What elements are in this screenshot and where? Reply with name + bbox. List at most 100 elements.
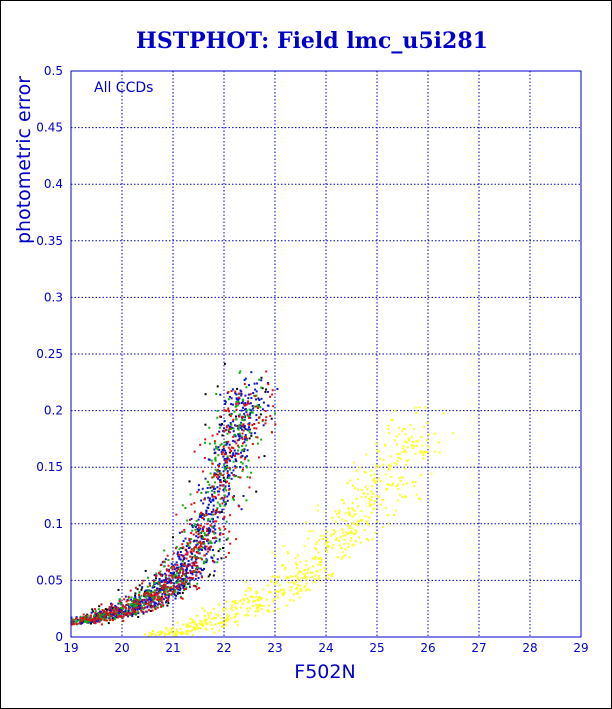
data-point-blue bbox=[218, 430, 221, 433]
data-point-yellow bbox=[367, 539, 370, 542]
data-point-black bbox=[220, 557, 223, 560]
data-point-yellow bbox=[235, 607, 238, 610]
data-point-green bbox=[165, 587, 167, 590]
data-point-yellow bbox=[424, 406, 427, 409]
data-point-red bbox=[189, 518, 191, 521]
data-point-red bbox=[206, 538, 209, 541]
data-point-red bbox=[197, 526, 200, 529]
data-point-yellow bbox=[295, 580, 298, 583]
data-point-red bbox=[161, 601, 163, 604]
data-point-red bbox=[227, 391, 230, 394]
data-point-red bbox=[235, 424, 238, 427]
data-point-blue bbox=[223, 458, 226, 460]
data-point-yellow bbox=[307, 567, 310, 570]
data-point-yellow bbox=[189, 621, 192, 624]
data-point-green bbox=[209, 540, 212, 543]
data-point-red bbox=[202, 470, 204, 473]
data-point-red bbox=[253, 423, 256, 425]
data-point-red bbox=[242, 429, 245, 432]
data-point-black bbox=[215, 509, 218, 512]
data-point-yellow bbox=[254, 610, 257, 613]
data-point-yellow bbox=[340, 547, 343, 550]
data-point-red bbox=[257, 407, 259, 410]
data-point-green bbox=[130, 596, 133, 599]
y-tick-label: 0.05 bbox=[36, 573, 63, 587]
data-point-yellow bbox=[368, 500, 371, 503]
data-point-blue bbox=[208, 458, 211, 461]
data-point-yellow bbox=[247, 614, 249, 617]
data-point-yellow bbox=[245, 613, 248, 616]
data-point-yellow bbox=[341, 555, 344, 558]
data-point-green bbox=[228, 476, 230, 479]
data-point-blue bbox=[224, 461, 227, 464]
data-point-yellow bbox=[234, 602, 236, 605]
data-point-black bbox=[221, 423, 223, 426]
data-point-yellow bbox=[341, 557, 344, 560]
data-point-red bbox=[190, 571, 193, 573]
data-point-red bbox=[181, 597, 184, 600]
data-point-red bbox=[223, 517, 226, 520]
data-point-yellow bbox=[311, 565, 314, 568]
data-point-red bbox=[118, 600, 121, 603]
data-point-red bbox=[82, 617, 85, 619]
data-point-green bbox=[212, 513, 214, 516]
data-point-blue bbox=[222, 455, 225, 458]
data-point-green bbox=[138, 599, 141, 602]
data-point-red bbox=[154, 594, 157, 596]
data-point-red bbox=[183, 583, 186, 585]
data-point-green bbox=[177, 580, 180, 583]
data-point-yellow bbox=[289, 599, 291, 601]
data-point-yellow bbox=[227, 614, 230, 617]
data-point-blue bbox=[158, 578, 161, 581]
data-point-red bbox=[160, 598, 163, 601]
data-point-black bbox=[228, 413, 231, 416]
data-point-blue bbox=[239, 435, 242, 438]
data-point-red bbox=[114, 612, 117, 615]
data-point-blue bbox=[153, 605, 156, 608]
data-point-yellow bbox=[170, 630, 173, 633]
data-point-blue bbox=[146, 589, 148, 592]
data-point-yellow bbox=[191, 628, 194, 631]
data-point-green bbox=[143, 604, 146, 607]
data-point-yellow bbox=[251, 605, 254, 608]
data-point-green bbox=[214, 468, 217, 471]
data-point-blue bbox=[114, 604, 117, 607]
data-point-red bbox=[218, 465, 220, 467]
data-point-yellow bbox=[404, 451, 407, 454]
data-point-yellow bbox=[320, 557, 323, 560]
data-point-yellow bbox=[321, 538, 324, 541]
data-point-yellow bbox=[249, 589, 252, 592]
data-point-red bbox=[128, 611, 131, 614]
data-point-red bbox=[166, 577, 169, 580]
y-tick-labels: 00.050.10.150.20.250.30.350.40.450.5 bbox=[36, 64, 63, 644]
data-point-yellow bbox=[406, 441, 409, 444]
data-point-blue bbox=[218, 475, 221, 478]
data-point-red bbox=[82, 613, 85, 616]
data-point-yellow bbox=[347, 546, 350, 549]
data-point-black bbox=[179, 587, 182, 590]
data-point-blue bbox=[244, 408, 247, 410]
data-point-red bbox=[151, 600, 154, 603]
data-point-green bbox=[188, 583, 191, 586]
data-point-green bbox=[255, 394, 258, 397]
data-point-blue bbox=[159, 588, 162, 591]
data-point-yellow bbox=[294, 557, 297, 560]
data-point-blue bbox=[233, 449, 236, 452]
data-point-blue bbox=[172, 573, 175, 576]
data-point-yellow bbox=[401, 451, 404, 453]
data-point-blue bbox=[240, 394, 243, 397]
data-point-green bbox=[146, 585, 149, 588]
data-point-yellow bbox=[196, 614, 199, 617]
data-point-blue bbox=[236, 424, 239, 427]
data-point-green bbox=[72, 618, 75, 621]
data-point-green bbox=[232, 497, 234, 500]
data-point-red bbox=[237, 396, 240, 399]
data-point-yellow bbox=[379, 457, 382, 460]
data-point-red bbox=[241, 438, 244, 440]
data-point-green bbox=[241, 469, 244, 472]
data-point-green bbox=[233, 410, 236, 413]
data-point-blue bbox=[248, 422, 251, 425]
data-point-red bbox=[123, 598, 126, 601]
data-point-yellow bbox=[234, 606, 237, 609]
data-point-blue bbox=[262, 424, 265, 427]
